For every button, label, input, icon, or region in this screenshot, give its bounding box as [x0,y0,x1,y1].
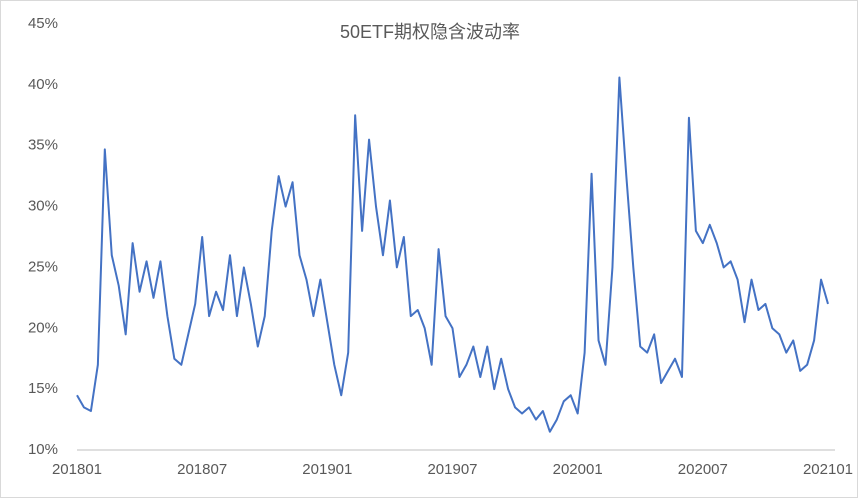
x-tick-label: 202101 [803,461,853,478]
data-line [76,76,829,433]
y-tick-label: 40% [28,76,58,93]
x-tick-label: 201801 [52,461,102,478]
y-tick-label: 15% [28,380,58,397]
y-tick-label: 30% [28,198,58,215]
chart-title: 50ETF期权隐含波动率 [340,22,520,42]
x-tick-label: 201807 [177,461,227,478]
x-tick-label: 201907 [427,461,477,478]
y-tick-label: 10% [28,441,58,458]
x-tick-label: 202007 [678,461,728,478]
x-tick-label: 202001 [553,461,603,478]
x-tick-label: 201901 [302,461,352,478]
y-tick-label: 25% [28,258,58,275]
y-tick-label: 45% [28,15,58,32]
y-tick-label: 35% [28,137,58,154]
y-tick-label: 20% [28,319,58,336]
